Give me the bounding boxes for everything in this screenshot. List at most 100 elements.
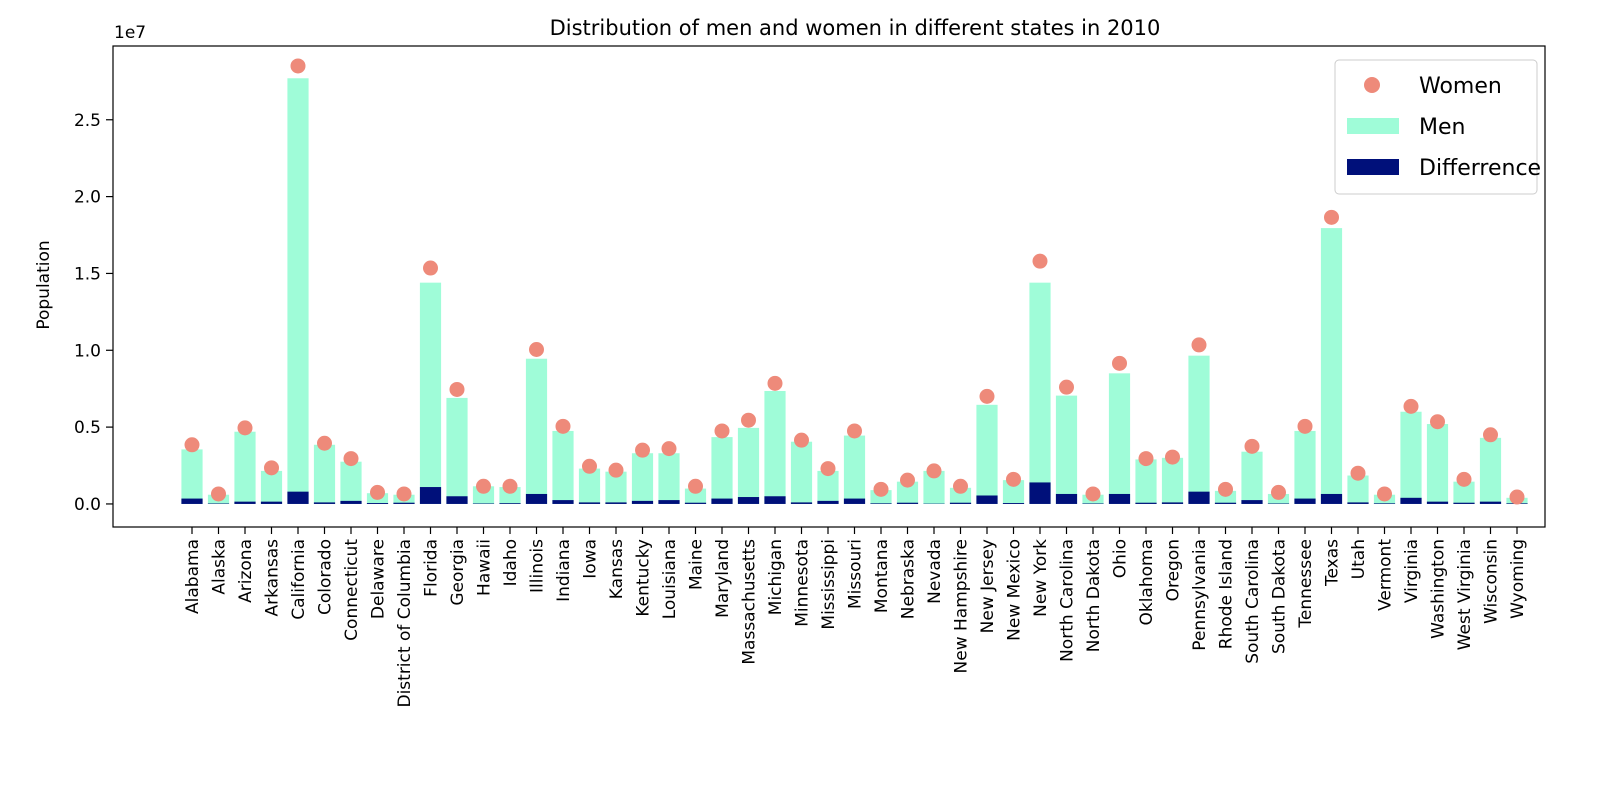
men-bar <box>419 282 442 504</box>
x-tick-label: South Carolina <box>1243 539 1263 664</box>
women-point <box>1112 355 1127 371</box>
difference-bar <box>1400 497 1422 504</box>
women-point <box>1218 481 1233 497</box>
men-bar <box>1241 451 1263 504</box>
difference-bar <box>1188 491 1210 504</box>
x-tick-label: Arizona <box>236 539 256 603</box>
x-tick-label: Ohio <box>1111 539 1131 578</box>
men-bar <box>631 453 654 504</box>
women-point <box>582 458 597 474</box>
x-tick-label: Wyoming <box>1508 539 1528 619</box>
women-point <box>370 484 385 500</box>
legend-label-women: Women <box>1419 74 1502 99</box>
difference-bar <box>1294 498 1316 504</box>
difference-bar <box>419 487 442 504</box>
women-point <box>423 260 438 276</box>
x-tick-label: West Virginia <box>1455 539 1475 650</box>
x-tick-label: Wisconsin <box>1482 539 1502 624</box>
x-tick-label: Massachusetts <box>740 539 760 665</box>
men-bar <box>976 404 998 504</box>
women-point <box>714 423 730 439</box>
women-point <box>847 423 862 439</box>
women-point <box>1483 427 1498 443</box>
x-tick-label: Texas <box>1323 539 1343 587</box>
x-tick-label: South Dakota <box>1270 539 1290 654</box>
women-point <box>1059 379 1074 395</box>
men-bar <box>658 453 680 504</box>
women-point <box>449 381 465 397</box>
x-tick-label: Georgia <box>448 539 468 606</box>
x-tick-label: Idaho <box>501 539 521 586</box>
women-point <box>767 375 783 391</box>
x-tick-label: New Jersey <box>978 539 998 633</box>
women-point <box>396 486 412 502</box>
y-tick-label: 2.0 <box>74 188 101 208</box>
x-tick-label: Mississippi <box>819 539 839 630</box>
x-tick-label: Colorado <box>316 539 336 615</box>
x-tick-label: Alaska <box>210 539 230 595</box>
chart-title: Distribution of men and women in differe… <box>550 16 1161 40</box>
women-point <box>1350 465 1366 481</box>
x-tick-label: Arkansas <box>263 539 283 617</box>
women-point <box>1430 414 1445 430</box>
x-tick-label: Hawaii <box>475 539 495 596</box>
difference-bar <box>684 502 707 504</box>
y-tick-label: 1.0 <box>74 341 101 361</box>
men-bar <box>340 461 362 504</box>
x-tick-label: Maine <box>687 539 707 590</box>
men-bar <box>764 390 786 504</box>
difference-bar <box>1002 503 1025 504</box>
women-point <box>1032 253 1048 269</box>
men-bar <box>790 441 813 504</box>
women-point <box>502 478 518 494</box>
women-point <box>635 442 650 458</box>
women-point <box>1165 449 1180 465</box>
women-point <box>820 461 836 477</box>
women-point <box>237 420 253 436</box>
men-bar <box>287 78 309 504</box>
difference-bar <box>499 503 521 504</box>
women-point <box>211 486 226 502</box>
men-bar <box>446 397 468 504</box>
men-bar <box>181 449 203 504</box>
men-bar <box>817 470 839 504</box>
men-bar <box>1108 373 1131 504</box>
men-bar <box>1426 424 1449 504</box>
women-point <box>1403 398 1419 414</box>
difference-bar <box>790 502 813 504</box>
men-bar <box>684 488 707 504</box>
men-bar <box>1161 457 1184 504</box>
difference-bar <box>737 497 760 504</box>
x-tick-label: Kentucky <box>634 539 654 617</box>
x-tick-label: North Dakota <box>1084 539 1104 652</box>
difference-bar <box>658 500 680 504</box>
x-tick-label: New Mexico <box>1005 539 1025 641</box>
x-tick-label: Maryland <box>713 539 733 618</box>
women-point <box>343 451 359 467</box>
women-point <box>741 412 756 428</box>
men-bar <box>1479 437 1502 504</box>
difference-bar <box>313 502 336 504</box>
y-tick-label: 1.5 <box>74 264 101 284</box>
men-bar <box>1002 480 1025 504</box>
difference-bar <box>1373 503 1396 504</box>
plot-frame <box>112 45 1546 528</box>
x-tick-label: New York <box>1031 539 1051 617</box>
men-bar <box>737 427 760 504</box>
x-tick-label: Minnesota <box>793 539 813 627</box>
men-bar <box>578 468 601 504</box>
difference-bar <box>1135 502 1157 504</box>
men-bar <box>843 435 866 504</box>
women-point <box>476 478 491 494</box>
x-tick-label: Alabama <box>183 539 203 614</box>
women-point <box>317 435 332 451</box>
difference-bar <box>181 498 203 504</box>
men-bar <box>313 444 336 504</box>
men-bar <box>949 487 972 504</box>
women-point <box>661 441 677 457</box>
x-tick-label: Tennessee <box>1296 539 1316 629</box>
difference-bar <box>896 502 919 504</box>
women-point <box>1191 337 1207 353</box>
difference-bar <box>631 500 654 504</box>
difference-bar <box>1029 482 1051 504</box>
